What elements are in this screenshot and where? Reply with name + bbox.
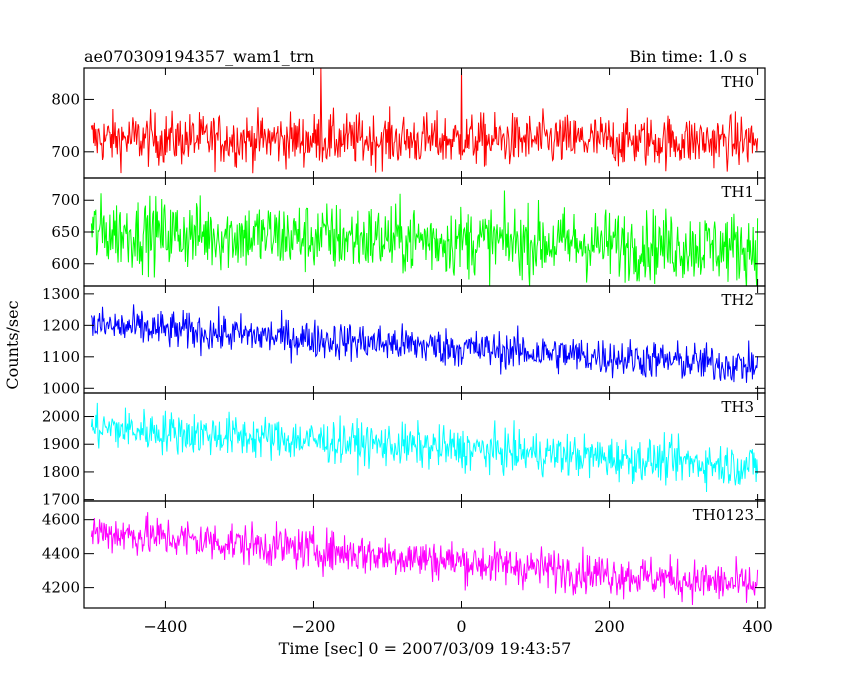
y-tick-label: 800	[51, 90, 80, 108]
series-line-th3	[90, 402, 759, 492]
bin-time-label: Bin time: 1.0 s	[629, 47, 747, 66]
y-tick-label: 1000	[42, 379, 80, 397]
y-tick-label: 1800	[42, 463, 80, 481]
panel-th0123: 4200 4400 4600 TH0123	[42, 500, 766, 609]
series-line-th2	[90, 304, 759, 383]
y-tick-label: 1100	[42, 348, 80, 366]
y-tick-label: 600	[51, 255, 80, 273]
x-tick-label: −200	[291, 617, 335, 636]
panel-th1: 600 650 700 TH1	[51, 177, 766, 287]
x-tick-label: −400	[143, 617, 187, 636]
y-tick-label: 1700	[42, 491, 80, 509]
panel-label-th2: TH2	[721, 291, 754, 309]
panel-label-th3: TH3	[721, 398, 754, 416]
panel-label-th0: TH0	[721, 73, 754, 91]
panel-frame	[83, 285, 766, 394]
y-tick-label: 700	[51, 191, 80, 209]
series-line-th0	[90, 68, 759, 174]
panel-frame	[83, 500, 766, 609]
y-tick-label: 2000	[42, 408, 80, 426]
y-axis-label: Counts/sec	[3, 300, 22, 389]
y-tick-label: 1300	[42, 285, 80, 303]
x-tick-label: 0	[456, 617, 466, 636]
x-tick-label: 400	[742, 617, 773, 636]
panel-th3: 1700 1800 1900 2000 TH3	[42, 392, 766, 509]
y-tick-label: 1900	[42, 435, 80, 453]
x-axis: −400 −200 0 200 400	[143, 617, 772, 636]
y-tick-label: 1200	[42, 316, 80, 334]
x-axis-label: Time [sec] 0 = 2007/03/09 19:43:57	[279, 639, 572, 658]
panel-label-th1: TH1	[721, 183, 754, 201]
panel-th2: 1000 1100 1200 1300 TH2	[42, 285, 766, 397]
y-tick-label: 4400	[42, 545, 80, 563]
y-tick-label: 4200	[42, 579, 80, 597]
panel-label-th0123: TH0123	[693, 506, 754, 524]
y-tick-label: 4600	[42, 511, 80, 529]
series-line-th0123	[90, 512, 759, 605]
panel-th0: 700 800 TH0	[51, 67, 766, 179]
panels-group: 700 800 TH0 600 650 700 TH1 1000 1100 1200 1300 TH2…	[42, 67, 766, 609]
x-tick-label: 200	[594, 617, 625, 636]
object-title: ae070309194357_wam1_trn	[84, 47, 314, 66]
series-line-th1	[90, 190, 759, 286]
y-tick-label: 650	[51, 223, 80, 241]
y-tick-label: 700	[51, 143, 80, 161]
